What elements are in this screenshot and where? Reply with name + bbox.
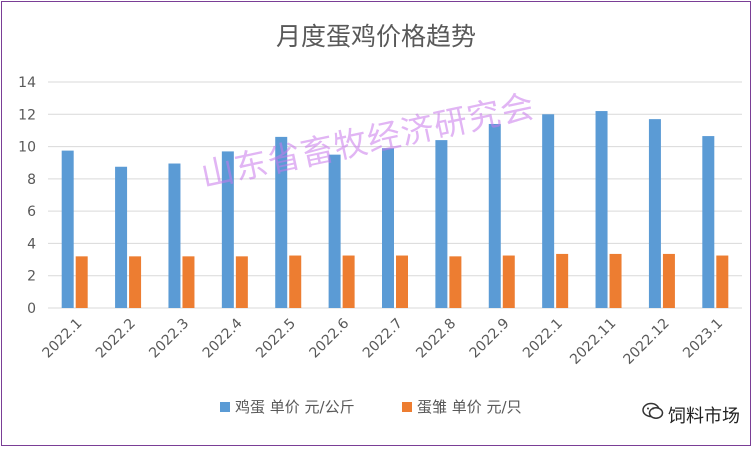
y-tick-label: 14 (18, 75, 36, 91)
x-tick-label: 2022.1 (40, 316, 86, 362)
bar-chick (556, 253, 569, 308)
bar-egg (595, 111, 608, 308)
bar-egg (275, 136, 288, 308)
bar-egg (702, 136, 715, 308)
y-tick-label: 0 (27, 301, 36, 317)
bar-egg (488, 123, 501, 308)
bar-egg (61, 150, 74, 308)
wechat-icon (642, 402, 664, 425)
bar-chick (342, 255, 355, 308)
bar-chick (609, 253, 622, 308)
x-tick-label: 2022.4 (200, 315, 246, 361)
x-tick-label: 2022.9 (467, 316, 513, 362)
bar-chick (396, 255, 408, 308)
x-tick-label: 2022.7 (360, 316, 406, 362)
y-tick-label: 8 (27, 172, 36, 188)
bar-chick (75, 256, 88, 308)
x-tick-label: 2022.6 (306, 315, 352, 361)
y-tick-label: 4 (27, 236, 36, 252)
bar-egg (648, 119, 661, 308)
x-tick-label: 2022.2 (93, 316, 139, 362)
y-tick-label: 6 (27, 204, 36, 220)
bar-chick (129, 256, 142, 308)
bar-chick (289, 255, 302, 308)
x-tick-label: 2022.5 (253, 316, 299, 362)
x-tick-label: 2023.1 (680, 316, 726, 362)
x-tick-label: 2022.8 (413, 316, 459, 362)
brand-label: 饲料市场 (668, 406, 740, 427)
bar-chick (502, 255, 515, 308)
x-tick-label: 2022.1 (520, 316, 566, 362)
bar-chick (235, 256, 248, 308)
bar-egg (168, 163, 181, 308)
bar-egg (328, 154, 341, 308)
bar-egg (435, 140, 448, 308)
legend-swatch (402, 402, 412, 412)
bar-chick (662, 253, 675, 308)
legend-swatch (220, 402, 230, 412)
bar-egg (221, 151, 234, 308)
bar-chick (716, 255, 729, 308)
bar-egg (115, 166, 128, 308)
x-tick-label: 2022.12 (620, 316, 672, 368)
bar-chick (449, 256, 462, 308)
legend-label: 鸡蛋 单价 元/公斤 (235, 398, 355, 416)
y-tick-label: 10 (18, 140, 36, 156)
bar-egg (542, 114, 555, 309)
chart-title: 月度蛋鸡价格趋势 (276, 22, 476, 51)
brand-label-container: 饲料市场 (642, 402, 740, 428)
y-tick-label: 2 (27, 269, 36, 285)
x-tick-label: 2022.3 (146, 316, 192, 362)
y-tick-label: 12 (18, 107, 36, 123)
legend-label: 蛋雏 单价 元/只 (417, 398, 522, 416)
bar-egg (382, 148, 394, 308)
x-tick-label: 2022.11 (567, 316, 619, 368)
bar-chick (182, 256, 195, 308)
